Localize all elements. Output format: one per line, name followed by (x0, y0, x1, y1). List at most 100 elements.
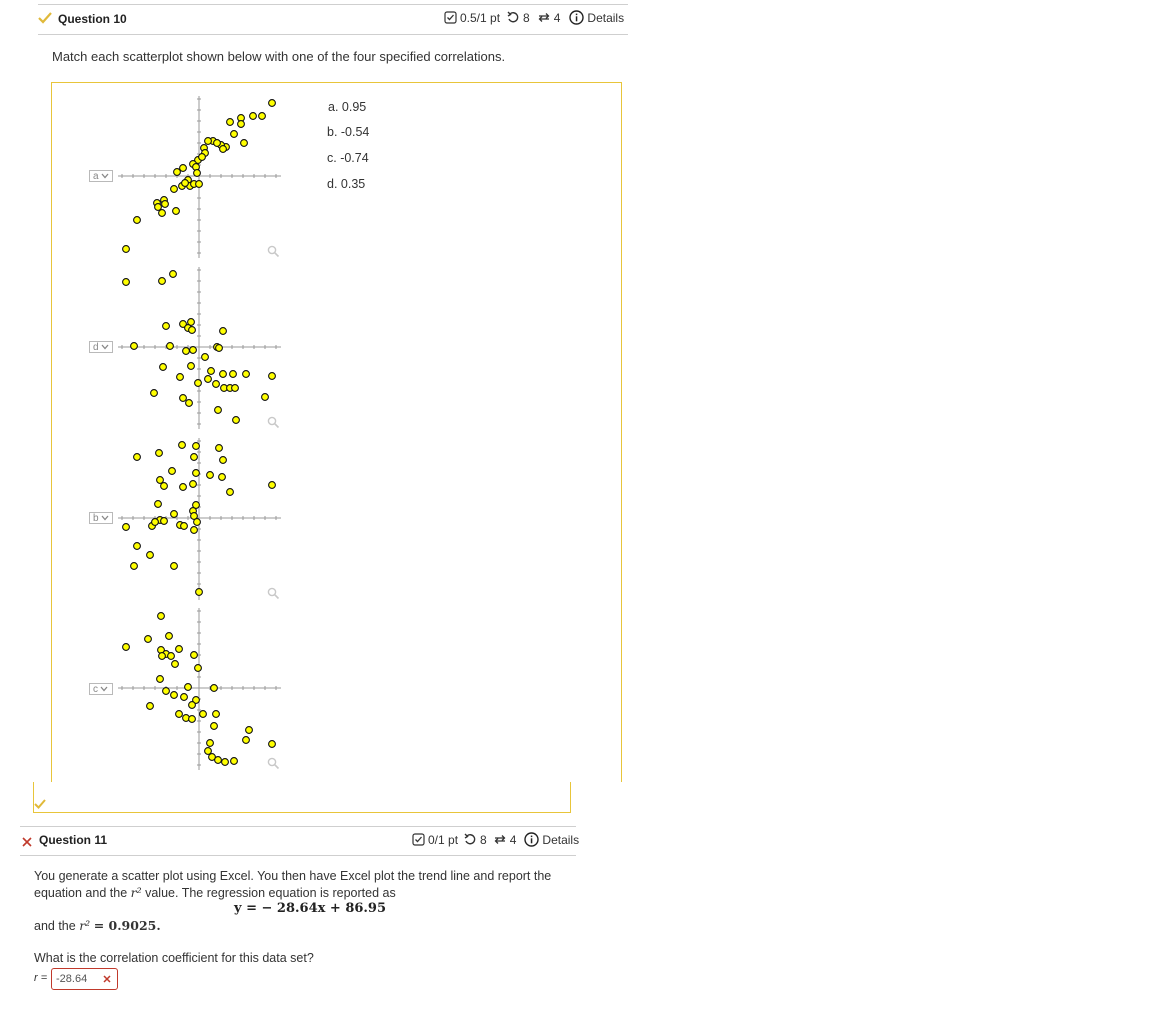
plot1-point (172, 207, 180, 215)
plot1-point (230, 130, 238, 138)
plot3-point (180, 522, 188, 530)
plot3-point (268, 481, 276, 489)
option-d: d. 0.35 (327, 177, 366, 191)
plot3-point (168, 467, 176, 475)
answer-area-frame (33, 782, 571, 813)
q10-answer-status-icon (34, 796, 46, 814)
plot3-point (130, 562, 138, 570)
plot4-select-value: c (93, 683, 98, 695)
plot3-point (122, 523, 130, 531)
r-squared-line-pre: and the (34, 919, 76, 933)
plot3-select-value: b (93, 512, 99, 524)
plot3-point (160, 517, 168, 525)
plot3-point (190, 453, 198, 461)
plot2-point (231, 384, 239, 392)
plot4-point (230, 757, 238, 765)
plot3-point (178, 441, 186, 449)
plot4-point (157, 612, 165, 620)
plot4-point (221, 758, 229, 766)
plot4-point (214, 756, 222, 764)
repeat-icon (537, 11, 551, 24)
plot3-point (219, 456, 227, 464)
info-icon[interactable] (524, 832, 540, 847)
plot2-point (176, 373, 184, 381)
plot1-point (170, 185, 178, 193)
plot1-select-value: a (93, 170, 99, 182)
plot2-point (201, 353, 209, 361)
plot1-point (158, 277, 166, 285)
plot1-point (195, 180, 203, 188)
info-icon[interactable] (569, 10, 585, 25)
chevron-down-icon (101, 173, 109, 179)
plot1-point (133, 216, 141, 224)
plot2-point (179, 394, 187, 402)
r-squared-symbol-2: r² (79, 918, 91, 933)
scatterplots (118, 96, 281, 770)
plot2-point (204, 375, 212, 383)
plot3-point (192, 501, 200, 509)
q11-score: 0/1 pt (428, 832, 459, 847)
plot2-point (268, 372, 276, 380)
plot2-point (212, 380, 220, 388)
q10-status-icon (38, 11, 52, 29)
plot1-point (122, 245, 130, 253)
plot2-point (187, 318, 195, 326)
plot4-point (210, 684, 218, 692)
plot2-point (219, 327, 227, 335)
q10-prompt: Match each scatterplot shown below with … (52, 49, 506, 64)
plot3-point (218, 473, 226, 481)
q11-title: Question 11 (39, 833, 108, 847)
plot2-select[interactable]: d (89, 341, 113, 353)
plot4-point (242, 736, 250, 744)
plot2-point (232, 416, 240, 424)
plot3-point (146, 551, 154, 559)
plot4-point (245, 726, 253, 734)
plot2-point (189, 346, 197, 354)
plot3-point (156, 476, 164, 484)
plot3-point (170, 562, 178, 570)
q11-attempts: 4 (509, 832, 517, 847)
plot2-point (159, 363, 167, 371)
plot1-select[interactable]: a (89, 170, 113, 182)
plot3-point (155, 449, 163, 457)
retry-icon (464, 833, 477, 846)
plot1-point (158, 209, 166, 217)
plot3-point (154, 500, 162, 508)
plot3-point (190, 512, 198, 520)
plot1-point (249, 112, 257, 120)
plot3-select[interactable]: b (89, 512, 113, 524)
chevron-down-icon (101, 344, 109, 350)
plot1-point (122, 278, 130, 286)
q11-prompt-line2-post: value. The regression equation is report… (145, 886, 396, 900)
plot3-point (226, 488, 234, 496)
plot4-point (184, 683, 192, 691)
plot1-point (226, 118, 234, 126)
plot1-point (240, 139, 248, 147)
answer-input[interactable]: -28.64 (51, 968, 118, 990)
q11-details-link[interactable]: Details (542, 832, 580, 847)
plot2-point (150, 389, 158, 397)
option-a: a. 0.95 (328, 100, 367, 114)
plot1-point (179, 164, 187, 172)
plot3-point (195, 588, 203, 596)
q11-meta: 0/1 pt 8 4 Details (412, 832, 579, 847)
plot4-point (165, 632, 173, 640)
q10-header-top-rule (38, 4, 628, 5)
plot4-point (122, 643, 130, 651)
q11-retries: 8 (480, 832, 487, 847)
checkbox-icon (444, 11, 457, 24)
q11-question: What is the correlation coefficient for … (34, 951, 314, 965)
q11-status-icon (22, 834, 32, 852)
plot1-point (268, 99, 276, 107)
plot2-point (130, 342, 138, 350)
plot3-point (133, 453, 141, 461)
plot2-point (162, 322, 170, 330)
plot2-point (187, 362, 195, 370)
magnifier-icon (267, 587, 277, 597)
plot4-select[interactable]: c (89, 683, 113, 695)
magnifier-icon-handle (274, 423, 280, 429)
q10-details-link[interactable]: Details (587, 10, 625, 25)
plot2-point (215, 344, 223, 352)
q10-header-bottom-rule (38, 34, 628, 35)
q11-prompt-line2-pre: equation and the (34, 886, 128, 900)
